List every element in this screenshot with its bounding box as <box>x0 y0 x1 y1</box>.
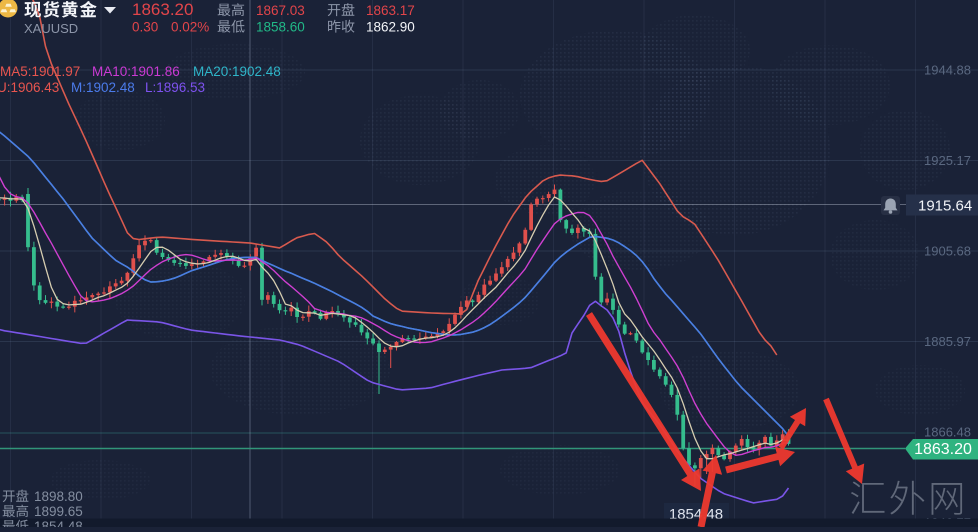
svg-text:MA10:1901.86: MA10:1901.86 <box>92 64 180 79</box>
svg-text:MA20:1902.48: MA20:1902.48 <box>193 64 281 79</box>
svg-text:1863.17: 1863.17 <box>366 3 415 18</box>
svg-text:1925.17: 1925.17 <box>924 153 971 168</box>
svg-text:0.30: 0.30 <box>132 20 158 35</box>
svg-text:1854.48: 1854.48 <box>34 519 83 527</box>
svg-text:0.02%: 0.02% <box>171 20 209 35</box>
svg-text:1863.20: 1863.20 <box>914 441 972 458</box>
svg-text:M:1902.48: M:1902.48 <box>71 80 135 95</box>
svg-text:1866.48: 1866.48 <box>924 425 971 440</box>
svg-text:1863.20: 1863.20 <box>132 0 193 19</box>
svg-text:1867.03: 1867.03 <box>256 3 305 18</box>
svg-text:1898.80: 1898.80 <box>34 489 83 504</box>
svg-text:XAUUSD: XAUUSD <box>24 21 78 36</box>
svg-text:1862.90: 1862.90 <box>366 20 415 35</box>
svg-text:U:1906.43: U:1906.43 <box>0 80 59 95</box>
svg-text:1885.97: 1885.97 <box>924 334 971 349</box>
svg-text:1905.68: 1905.68 <box>924 244 971 259</box>
svg-text:1858.60: 1858.60 <box>256 20 305 35</box>
svg-text:L:1896.53: L:1896.53 <box>145 80 205 95</box>
svg-text:1915.64: 1915.64 <box>918 198 972 215</box>
svg-text:1944.88: 1944.88 <box>924 63 971 78</box>
svg-text:MA5:1901.97: MA5:1901.97 <box>0 64 80 79</box>
svg-text:1899.65: 1899.65 <box>34 504 83 519</box>
